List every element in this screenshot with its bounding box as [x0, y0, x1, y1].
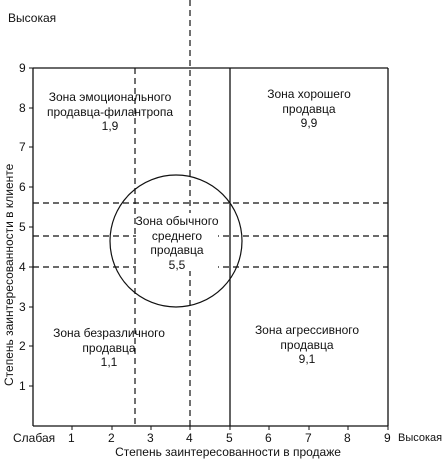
- zone-top-left-score: 1,9: [101, 119, 119, 133]
- zone-top-right-label: Зона хорошего продавца 9,9: [238, 87, 380, 131]
- y-axis-title: Степень заинтересованности в клиенте: [2, 163, 16, 386]
- zone-center-line2: среднего: [151, 228, 203, 243]
- y-tick-label: 5: [19, 220, 26, 234]
- y-tick-label: 3: [19, 300, 26, 314]
- zone-top-left-line1: Зона эмоционального: [48, 90, 172, 104]
- zone-center-line1: Зона обычного: [135, 214, 219, 228]
- zone-bottom-right-line2: продавца: [280, 337, 334, 352]
- x-tick-label: 6: [265, 431, 272, 445]
- average-zone-circle: [109, 174, 243, 308]
- x-axis-low-label: Слабая: [13, 431, 56, 445]
- zone-bottom-left-label: Зона безразличного продавца 1,1: [38, 326, 180, 370]
- zone-top-right-line1: Зона хорошего: [267, 87, 351, 101]
- x-tick-label: 5: [226, 431, 233, 445]
- x-tick-label: 7: [305, 431, 312, 445]
- y-tick-label: 2: [19, 339, 26, 353]
- zone-center-label: Зона обычного среднего продавца 5,5: [130, 214, 224, 272]
- zone-top-left-line2: продавца-филантропа: [46, 104, 174, 119]
- zone-center-line3: продавца: [150, 243, 204, 257]
- x-tick-label: 3: [147, 431, 154, 445]
- zone-bottom-left-line1: Зона безразличного: [53, 326, 165, 340]
- y-tick-label: 6: [19, 180, 26, 194]
- center-zone-text-backing: [136, 213, 218, 271]
- y-axis-high-label: Высокая: [8, 11, 57, 25]
- y-tick-label: 7: [19, 140, 26, 154]
- x-tick-label: 8: [344, 431, 351, 445]
- y-axis-title-wrapper: Степень заинтересованности в клиенте: [2, 164, 17, 401]
- x-tick-label: 9: [384, 431, 391, 445]
- zone-bottom-right-line1: Зона агрессивного: [254, 323, 360, 337]
- zone-bottom-right-score: 9,1: [298, 352, 316, 366]
- zone-top-right-line2: продавца: [282, 101, 336, 116]
- x-axis-high-label: Высокая: [398, 432, 443, 444]
- zone-center-score: 5,5: [168, 257, 186, 272]
- y-tick-marks: [29, 67, 33, 387]
- x-tick-marks: [71, 426, 389, 430]
- x-tick-label: 1: [68, 431, 75, 445]
- zone-bottom-left-line2: продавца: [82, 340, 136, 355]
- y-tick-label: 1: [19, 379, 26, 393]
- zone-bottom-right-label: Зона агрессивного продавца 9,1: [236, 323, 378, 367]
- x-tick-label: 2: [108, 431, 115, 445]
- x-axis-title: Степень заинтересованности в продаже: [115, 445, 341, 459]
- x-tick-label: 4: [186, 431, 193, 445]
- zone-top-right-score: 9,9: [300, 116, 318, 130]
- y-tick-label: 9: [19, 61, 26, 75]
- y-tick-label: 8: [19, 101, 26, 115]
- y-tick-label: 4: [19, 260, 26, 274]
- zone-top-left-label: Зона эмоционального продавца-филантропа …: [39, 90, 181, 134]
- zone-bottom-left-score: 1,1: [100, 355, 118, 369]
